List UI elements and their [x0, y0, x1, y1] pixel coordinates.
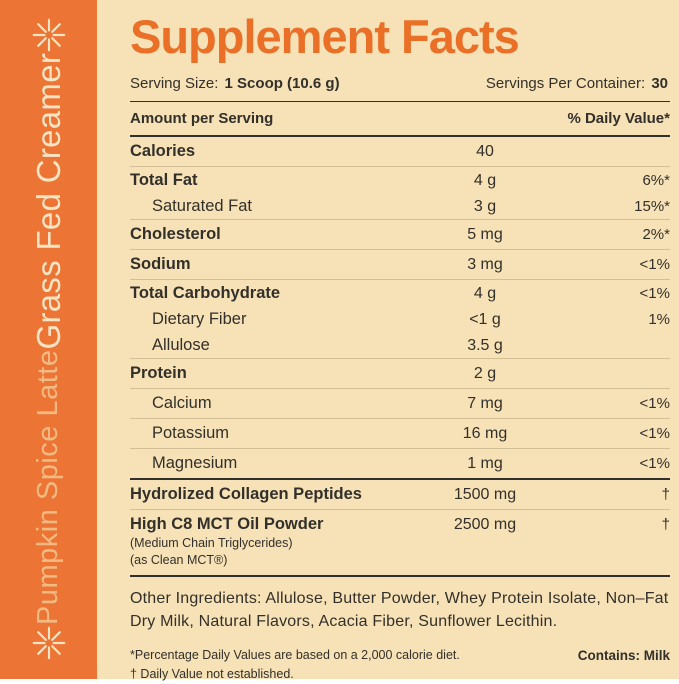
nutrient-label: Hydrolized Collagen Peptides — [130, 485, 362, 503]
table-header: Amount per Serving % Daily Value* — [130, 102, 670, 137]
nutrient-amount: 5 mg — [467, 226, 503, 243]
nutrient-label: Potassium — [152, 424, 230, 442]
serving-size: Serving Size: 1 Scoop (10.6 g) — [130, 75, 342, 93]
section-sodium: Sodium 3 mg <1% — [130, 250, 670, 280]
nutrient-amount: 4 g — [473, 171, 497, 189]
serving-info-row: Serving Size: 1 Scoop (10.6 g) Servings … — [130, 75, 670, 102]
nutrient-daily-value: <1% — [639, 256, 670, 273]
sidebar-rotated-text: Pumpkin Spice Latte Grass Fed Creamer — [0, 0, 97, 679]
section-mct: High C8 MCT Oil Powder (Medium Chain Tri… — [130, 510, 670, 577]
section-magnesium: Magnesium 1 mg <1% — [130, 449, 670, 480]
table-row: Sodium 3 mg <1% — [130, 250, 670, 279]
table-row: Calories 40 — [130, 137, 670, 166]
section-protein: Protein 2 g — [130, 359, 670, 389]
nutrient-daily-value: 15%* — [634, 197, 670, 215]
table-row: High C8 MCT Oil Powder (Medium Chain Tri… — [130, 510, 670, 575]
serving-size-value: 1 Scoop (10.6 g) — [224, 75, 340, 92]
nutrient-daily-value: <1% — [639, 425, 670, 442]
table-row: Magnesium 1 mg <1% — [130, 449, 670, 478]
nutrient-amount: 2500 mg — [453, 516, 517, 533]
table-row: Total Fat 4 g 6%* — [130, 167, 670, 193]
table-row: Hydrolized Collagen Peptides 1500 mg † — [130, 480, 670, 509]
nutrient-amount: 3.5 g — [467, 336, 503, 354]
nutrient-label: High C8 MCT Oil Powder — [130, 515, 324, 533]
other-ingredients: Other Ingredients: Allulose, Butter Powd… — [130, 590, 669, 630]
nutrient-amount: 3 mg — [467, 256, 503, 273]
nutrient-amount: 40 — [476, 143, 494, 160]
nutrient-daily-value: <1% — [639, 284, 670, 302]
nutrient-amount: 1 mg — [467, 455, 503, 472]
sidebar: Pumpkin Spice Latte Grass Fed Creamer — [0, 0, 97, 679]
nutrient-daily-value: <1% — [639, 455, 670, 472]
serving-size-label: Serving Size: — [130, 75, 219, 92]
starburst-icon — [32, 626, 65, 660]
nutrient-amount: 16 mg — [462, 425, 508, 442]
nutrient-daily-value: † — [661, 516, 670, 533]
table-row: Calcium 7 mg <1% — [130, 389, 670, 418]
page-title: Supplement Facts — [130, 10, 520, 63]
section-calories: Calories 40 — [130, 137, 670, 167]
nutrient-label: Cholesterol — [130, 225, 221, 243]
table-row: Dietary Fiber <1 g 1% — [130, 306, 670, 332]
nutrient-label: Total Carbohydrate — [130, 283, 281, 302]
servings-per-container-value: 30 — [651, 75, 668, 92]
table-row: Cholesterol 5 mg 2%* — [130, 220, 670, 249]
nutrient-label: Allulose — [152, 335, 210, 354]
table-row: Allulose 3.5 g — [130, 332, 670, 358]
nutrient-amount: 3 g — [473, 197, 497, 215]
section-carbohydrate: Total Carbohydrate 4 g <1% Dietary Fiber… — [130, 280, 670, 359]
nutrient-amount: 4 g — [473, 284, 497, 302]
nutrient-label: Saturated Fat — [152, 196, 252, 215]
nutrient-daily-value: 1% — [648, 310, 670, 328]
nutrient-sublabel: (Medium Chain Triglycerides) — [130, 536, 293, 550]
nutrient-amount: <1 g — [469, 310, 501, 328]
amount-column-header: Amount per Serving — [130, 110, 274, 127]
footnotes-row: *Percentage Daily Values are based on a … — [130, 646, 670, 684]
section-collagen: Hydrolized Collagen Peptides 1500 mg † — [130, 480, 670, 510]
nutrient-daily-value: <1% — [639, 395, 670, 412]
daily-value-column-header: % Daily Value* — [567, 110, 670, 127]
section-fat: Total Fat 4 g 6%* Saturated Fat 3 g 15%* — [130, 167, 670, 220]
nutrient-sublabel: (as Clean MCT®) — [130, 553, 228, 567]
servings-per-container: Servings Per Container: 30 — [486, 75, 670, 93]
starburst-icon — [32, 18, 65, 52]
nutrient-label: Magnesium — [152, 454, 238, 472]
footnote-daily-value-not-established: † Daily Value not established. — [130, 667, 294, 681]
section-calcium: Calcium 7 mg <1% — [130, 389, 670, 419]
nutrient-label-group: High C8 MCT Oil Powder (Medium Chain Tri… — [130, 515, 425, 568]
product-name-label: Grass Fed Creamer — [29, 52, 67, 350]
table-row: Protein 2 g — [130, 359, 670, 388]
table-row: Potassium 16 mg <1% — [130, 419, 670, 448]
section-potassium: Potassium 16 mg <1% — [130, 419, 670, 449]
nutrient-daily-value: † — [661, 486, 670, 503]
nutrient-label: Sodium — [130, 255, 191, 273]
servings-per-container-label: Servings Per Container: — [485, 75, 646, 92]
footnote-percent-daily-value: *Percentage Daily Values are based on a … — [130, 648, 460, 662]
nutrient-amount: 2 g — [473, 365, 497, 382]
table-row: Saturated Fat 3 g 15%* — [130, 193, 670, 219]
flavor-label: Pumpkin Spice Latte — [32, 349, 64, 625]
facts-panel: Supplement Facts Serving Size: 1 Scoop (… — [97, 0, 679, 681]
nutrient-label: Calories — [130, 142, 196, 160]
nutrient-label: Dietary Fiber — [152, 309, 247, 328]
nutrient-amount: 1500 mg — [453, 486, 517, 503]
nutrient-amount: 7 mg — [467, 395, 503, 412]
nutrient-daily-value: 6%* — [642, 171, 670, 189]
nutrient-label: Total Fat — [130, 170, 198, 189]
nutrient-label: Protein — [130, 364, 187, 382]
table-row: Total Carbohydrate 4 g <1% — [130, 280, 670, 306]
contains-allergen-badge: Contains: Milk — [577, 648, 670, 663]
footnotes: *Percentage Daily Values are based on a … — [130, 646, 460, 684]
nutrient-label: Calcium — [152, 394, 212, 412]
section-cholesterol: Cholesterol 5 mg 2%* — [130, 220, 670, 250]
nutrient-daily-value: 2%* — [642, 226, 670, 243]
